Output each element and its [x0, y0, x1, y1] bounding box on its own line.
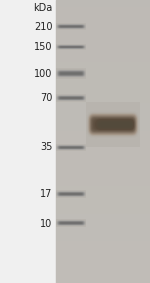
Text: 17: 17 [40, 189, 52, 199]
Text: 100: 100 [34, 68, 52, 79]
Text: 10: 10 [40, 218, 52, 229]
Text: 70: 70 [40, 93, 52, 103]
Text: 150: 150 [34, 42, 52, 52]
Text: 210: 210 [34, 22, 52, 32]
Text: kDa: kDa [33, 3, 52, 14]
Text: 35: 35 [40, 142, 52, 152]
Bar [56, 0, 150, 283]
